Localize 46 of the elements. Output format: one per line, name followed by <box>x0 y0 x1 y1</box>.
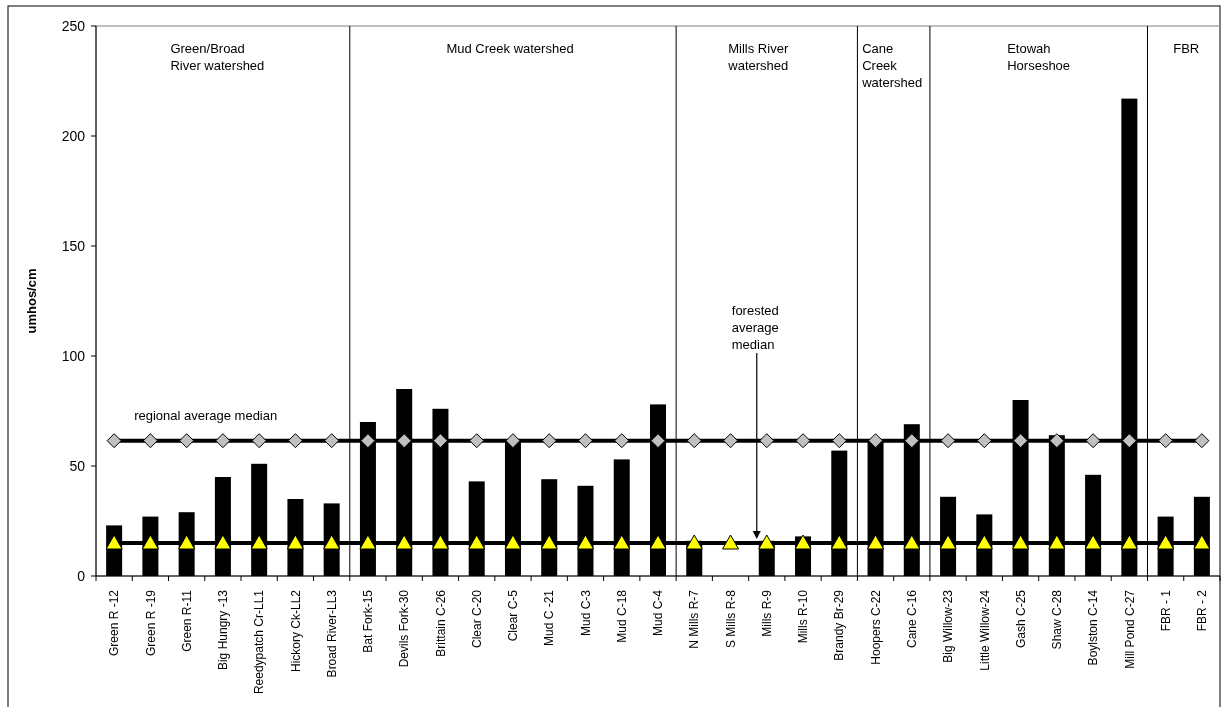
x-tick-label: Green R-11 <box>179 589 194 652</box>
x-tick-label: Mill Pond C-27 <box>1122 589 1137 669</box>
x-tick-label: FBR - 1 <box>1158 589 1173 632</box>
x-tick-label: Clear C-20 <box>469 589 484 649</box>
annotation: Mud Creek watershed <box>446 41 574 56</box>
x-tick-label: S Mills R-8 <box>723 589 738 649</box>
y-tick-label: 50 <box>69 457 86 474</box>
y-tick-label: 150 <box>61 237 86 254</box>
text: forested average median <box>731 303 779 352</box>
x-tick-label: Broad River-LL3 <box>324 589 339 678</box>
y-tick-label: 100 <box>61 347 86 364</box>
x-tick-label: Big Hungry -13 <box>216 589 231 671</box>
x-tick-label: Cane C-16 <box>905 589 920 649</box>
y-tick-label: 0 <box>77 567 86 584</box>
annotation: Etowah Horseshoe <box>1007 41 1071 73</box>
annotation: Mills River watershed <box>727 41 789 73</box>
x-tick-label: FBR - 2 <box>1195 589 1210 632</box>
x-tick-label: Little Willow-24 <box>977 589 992 671</box>
x-tick-label: Mud C-3 <box>578 589 593 637</box>
x-tick-label: Mud C-4 <box>651 589 666 637</box>
annotation: Green/Broad River watershed <box>170 41 265 73</box>
x-tick-label: Brittain C-26 <box>433 589 448 657</box>
x-tick-label: Clear C-5 <box>506 589 521 642</box>
x-tick-label: Devils Fork-30 <box>397 589 412 668</box>
x-tick-label: Mud C-18 <box>614 589 629 643</box>
x-tick-label: Hickory Ck-LL2 <box>288 589 303 673</box>
x-tick-label: Bat Fork-15 <box>361 589 376 653</box>
x-tick-label: Green R -19 <box>143 589 158 657</box>
annotation: FBR <box>1173 41 1200 56</box>
x-tick-label: Brandy Br-29 <box>832 589 847 661</box>
annotation: Cane Creek watershed <box>861 41 923 90</box>
x-tick-label: Mills R-9 <box>759 589 774 637</box>
x-tick-label: Boylston C-14 <box>1086 589 1101 666</box>
x-tick-label: Gash C-25 <box>1013 589 1028 649</box>
series-label: regional average median <box>134 407 278 423</box>
x-tick-label: Hoopers C-22 <box>868 589 883 665</box>
x-tick-label: Big Willow-23 <box>941 589 956 663</box>
x-tick-label: N Mills R-7 <box>687 589 702 649</box>
y-tick-label: 200 <box>61 127 86 144</box>
x-tick-label: Shaw C-28 <box>1050 589 1065 650</box>
x-tick-label: Mills R-10 <box>796 589 811 644</box>
y-tick-label: 250 <box>61 17 86 34</box>
y-axis-title: umhos/cm <box>24 268 39 334</box>
x-tick-label: Mud C -21 <box>542 589 557 647</box>
x-tick-label: Reedypatch Cr-LL1 <box>252 589 267 695</box>
x-tick-label: Green R -12 <box>107 589 122 657</box>
